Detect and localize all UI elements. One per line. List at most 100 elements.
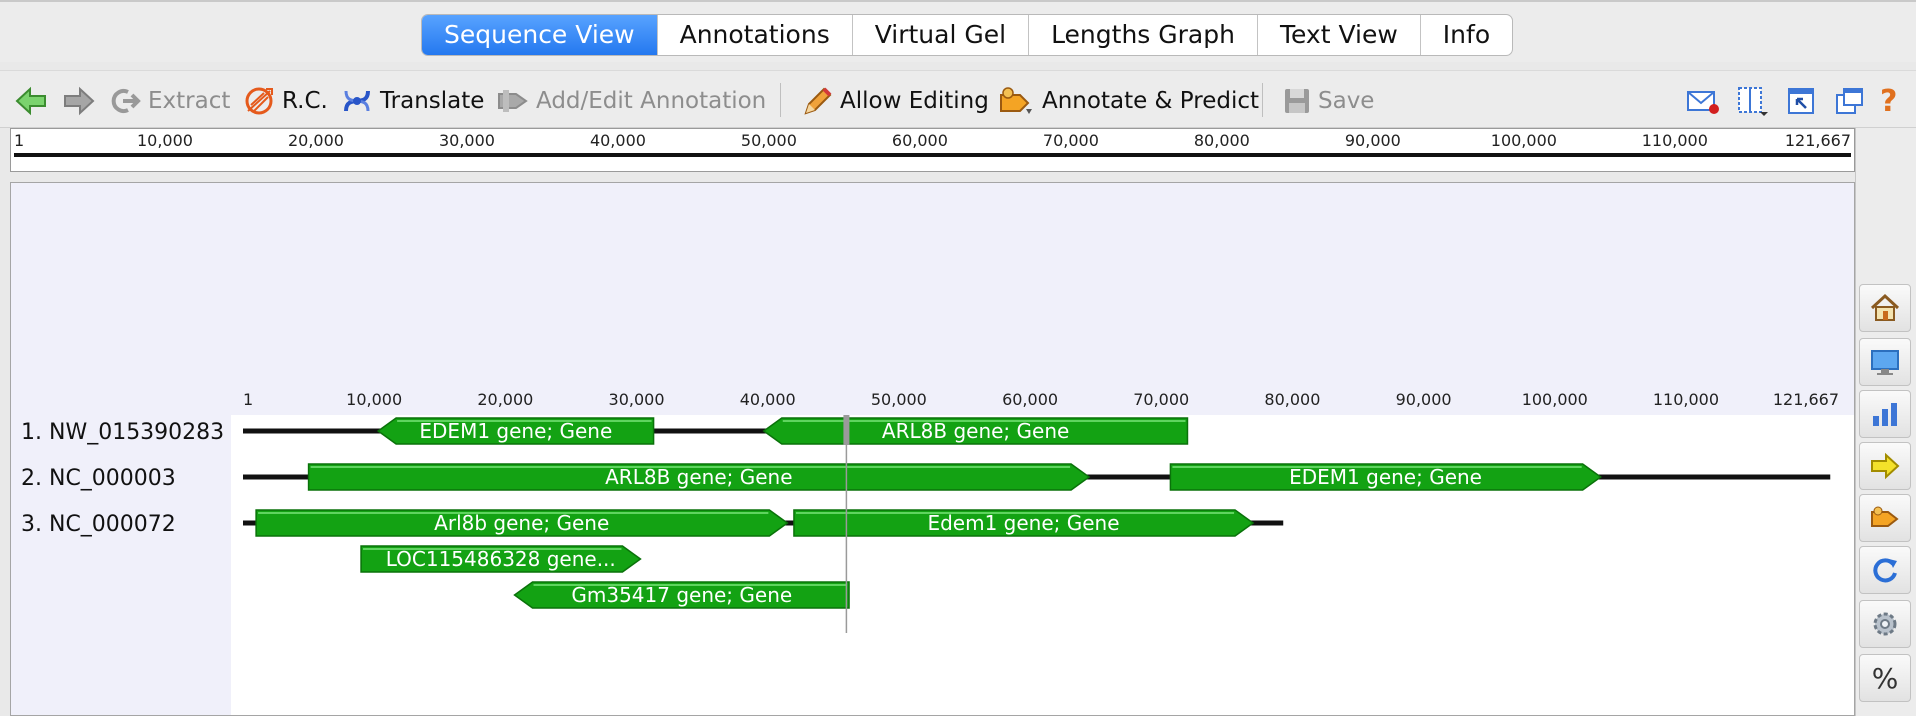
- sequence-name-column: [11, 183, 231, 715]
- split-view-icon: [1738, 87, 1768, 116]
- gene-annotation[interactable]: [360, 545, 642, 573]
- extract-label: Extract: [148, 88, 231, 114]
- side-button-panel: %: [1855, 128, 1916, 716]
- gene-annotation[interactable]: [376, 417, 655, 445]
- overview-tick-label: 10,000: [137, 131, 193, 150]
- translate-button[interactable]: Translate: [340, 83, 484, 119]
- add-edit-label: Add/Edit Annotation: [536, 88, 767, 114]
- reverse-complement-button[interactable]: R.C.: [242, 83, 328, 119]
- forward-button[interactable]: [62, 83, 102, 119]
- rc-label: R.C.: [282, 88, 328, 114]
- yellow-arrow-icon: [1871, 452, 1900, 480]
- sequence-view-panel: 1. NW_015390283 2. NC_000003 3. NC_00007…: [10, 182, 1855, 716]
- tab-info[interactable]: Info: [1442, 20, 1491, 49]
- toolbar-separator: [780, 83, 781, 117]
- gene-annotation-label: Arl8b gene; Gene: [434, 511, 609, 535]
- annotate-predict-button[interactable]: Annotate & Predict: [998, 83, 1259, 119]
- overview-ruler[interactable]: 1 10,000 20,000 30,000 40,000 50,000 60,000 70,…: [10, 128, 1855, 172]
- translate-icon: [344, 90, 370, 112]
- gene-annotation-label: LOC115486328 gene...: [386, 547, 616, 571]
- extract-button[interactable]: Extract: [110, 83, 230, 119]
- email-button[interactable]: [1686, 83, 1726, 119]
- ruler-tick-label: 100,000: [1522, 390, 1588, 409]
- home-button[interactable]: [1859, 284, 1911, 332]
- ruler-tick-label: 1: [243, 390, 253, 409]
- ruler-tick-label: 60,000: [1002, 390, 1058, 409]
- new-window-button[interactable]: [1834, 83, 1872, 119]
- back-button[interactable]: [14, 83, 54, 119]
- sequence-backbone-1[interactable]: [243, 428, 1149, 434]
- display-button[interactable]: [1859, 338, 1911, 386]
- add-edit-annotation-button[interactable]: Add/Edit Annotation: [496, 83, 766, 119]
- save-label: Save: [1318, 88, 1375, 114]
- overview-sequence-bar: [14, 153, 1851, 157]
- gene-annotation-label: Gm35417 gene; Gene: [571, 583, 792, 607]
- view-tabs: Sequence View Annotations Virtual Gel Le…: [421, 14, 1514, 56]
- gene-annotation-label: ARL8B gene; Gene: [882, 419, 1069, 443]
- gene-annotation-label: EDEM1 gene; Gene: [1289, 465, 1482, 489]
- monitor-icon: [1871, 350, 1899, 375]
- tab-annotations[interactable]: Annotations: [658, 15, 853, 55]
- toolbar: Extract R.C. Translate Add/Edit Annotati…: [0, 70, 1916, 128]
- back-arrow-icon: [15, 86, 46, 116]
- gene-annotation[interactable]: [1169, 463, 1602, 491]
- sequence-name-2[interactable]: 2. NC_000003: [21, 466, 176, 491]
- settings-button[interactable]: [1859, 600, 1911, 648]
- overview-tick-label: 30,000: [439, 131, 495, 150]
- gene-annotation[interactable]: [255, 509, 789, 537]
- sequence-header-band: [231, 183, 1854, 415]
- statistics-button[interactable]: %: [1859, 654, 1911, 702]
- gene-annotation-label: EDEM1 gene; Gene: [419, 419, 612, 443]
- save-button[interactable]: Save: [1282, 83, 1374, 119]
- tab-text-view[interactable]: Text View: [1258, 15, 1421, 55]
- help-icon: ?: [1880, 83, 1898, 119]
- annotate-side-button[interactable]: [1859, 494, 1911, 542]
- extract-icon: [111, 89, 141, 113]
- annotate-predict-icon: [1871, 506, 1899, 527]
- allow-editing-button[interactable]: Allow Editing: [800, 83, 989, 119]
- refresh-icon: [1873, 558, 1897, 583]
- sequence-tracks: 1 10,000 20,000 30,000 40,000 50,000 60,000 70,…: [243, 390, 1839, 633]
- help-button[interactable]: ?: [1880, 83, 1897, 119]
- annotate-predict-icon: [1000, 87, 1032, 114]
- allow-editing-label: Allow Editing: [840, 88, 989, 114]
- reverse-complement-icon: [245, 87, 273, 115]
- window-icon: [1836, 88, 1863, 114]
- collapse-view-icon: [1788, 88, 1814, 114]
- gene-annotation[interactable]: [307, 463, 1091, 491]
- overview-tick-label: 40,000: [590, 131, 646, 150]
- overview-tick-label: 60,000: [892, 131, 948, 150]
- ruler-tick-label: 40,000: [740, 390, 796, 409]
- gene-annotation[interactable]: [793, 509, 1255, 537]
- translate-label: Translate: [380, 88, 485, 114]
- refresh-button[interactable]: [1859, 546, 1911, 594]
- view-tab-bar: Sequence View Annotations Virtual Gel Le…: [0, 0, 1916, 62]
- navigate-button[interactable]: [1859, 442, 1911, 490]
- graphs-button[interactable]: [1859, 390, 1911, 438]
- collapse-view-button[interactable]: [1786, 83, 1824, 119]
- annotate-predict-label: Annotate & Predict: [1042, 88, 1260, 114]
- save-icon: [1285, 89, 1309, 113]
- tab-virtual-gel[interactable]: Virtual Gel: [853, 15, 1030, 55]
- overview-tick-label: 121,667: [1785, 131, 1851, 150]
- overview-tick-label: 20,000: [288, 131, 344, 150]
- overview-tick-label: 90,000: [1345, 131, 1401, 150]
- overview-tick-label: 100,000: [1491, 131, 1557, 150]
- pencil-icon: [804, 87, 832, 115]
- overview-tick-label: 50,000: [741, 131, 797, 150]
- gene-annotation-label: Edem1 gene; Gene: [927, 511, 1119, 535]
- tab-lengths-graph[interactable]: Lengths Graph: [1029, 15, 1258, 55]
- home-icon: [1870, 293, 1900, 321]
- tab-sequence-view[interactable]: Sequence View: [422, 15, 658, 55]
- overview-tick-label: 1: [14, 131, 24, 150]
- ruler-tick-label: 110,000: [1653, 390, 1719, 409]
- gene-annotation[interactable]: [513, 581, 850, 609]
- overview-ruler-svg: 1 10,000 20,000 30,000 40,000 50,000 60,000 70,…: [14, 131, 1851, 157]
- split-view-button[interactable]: [1736, 83, 1776, 119]
- position-cursor-handle[interactable]: [843, 415, 850, 445]
- sequence-name-1[interactable]: 1. NW_015390283: [21, 420, 225, 445]
- ruler-tick-label: 80,000: [1264, 390, 1320, 409]
- overview-tick-label: 110,000: [1642, 131, 1708, 150]
- ruler-tick-label: 70,000: [1133, 390, 1189, 409]
- sequence-name-3[interactable]: 3. NC_000072: [21, 512, 176, 537]
